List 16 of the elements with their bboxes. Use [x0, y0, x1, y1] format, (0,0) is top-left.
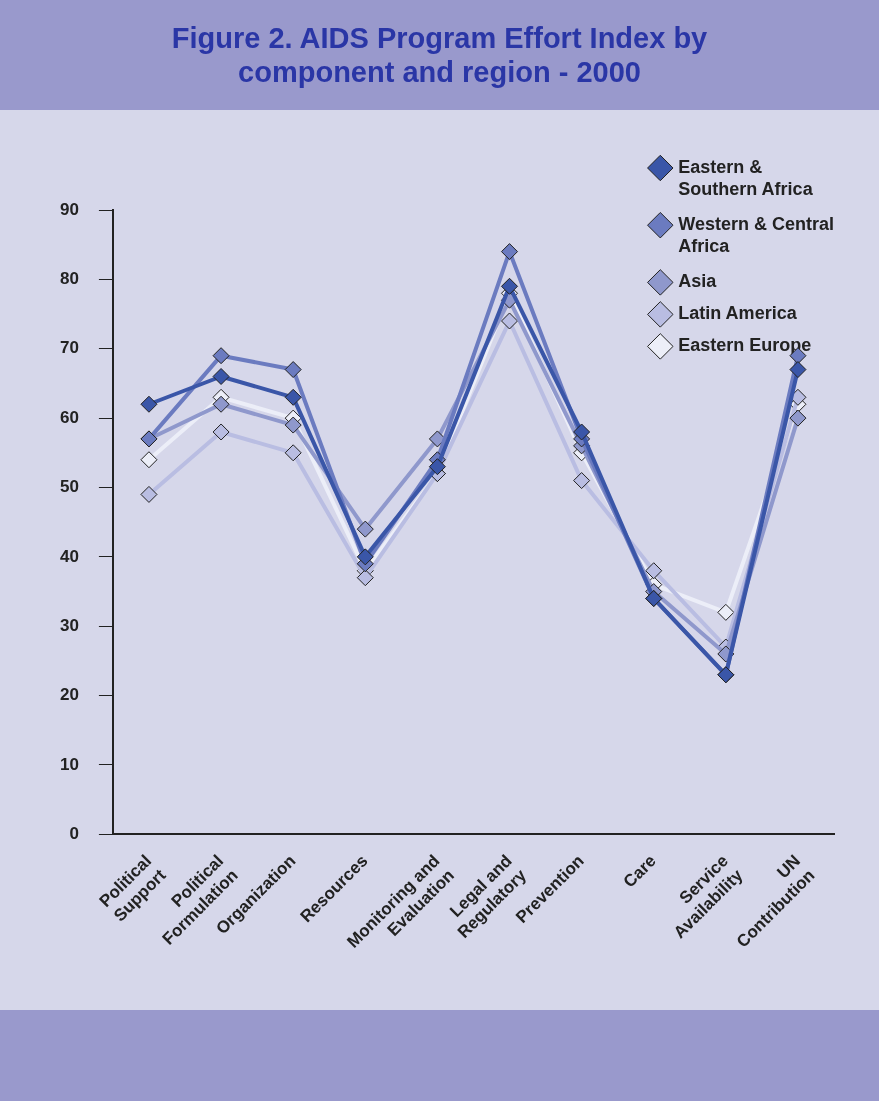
- y-tick-label: 0: [69, 824, 79, 844]
- y-tick-label: 80: [59, 269, 79, 289]
- y-tick-label: 10: [59, 754, 79, 774]
- legend-label: Asia: [678, 271, 718, 292]
- y-tick-label: 70: [59, 338, 79, 358]
- legend-label: Eastern & Southern Africa: [678, 156, 814, 199]
- chart-title: Figure 2. AIDS Program Effort Index by component and region - 2000: [170, 21, 709, 89]
- y-tick-label: 40: [59, 546, 79, 566]
- y-tick-label: 30: [59, 615, 79, 635]
- y-tick-label: 50: [59, 477, 79, 497]
- legend-label: Eastern Europe: [678, 335, 812, 356]
- y-tick-label: 90: [59, 199, 79, 219]
- legend-label: Latin America: [678, 303, 798, 324]
- y-tick-label: 60: [59, 407, 79, 427]
- legend-label: Western & Central Africa: [678, 214, 835, 256]
- y-tick-label: 20: [59, 685, 79, 705]
